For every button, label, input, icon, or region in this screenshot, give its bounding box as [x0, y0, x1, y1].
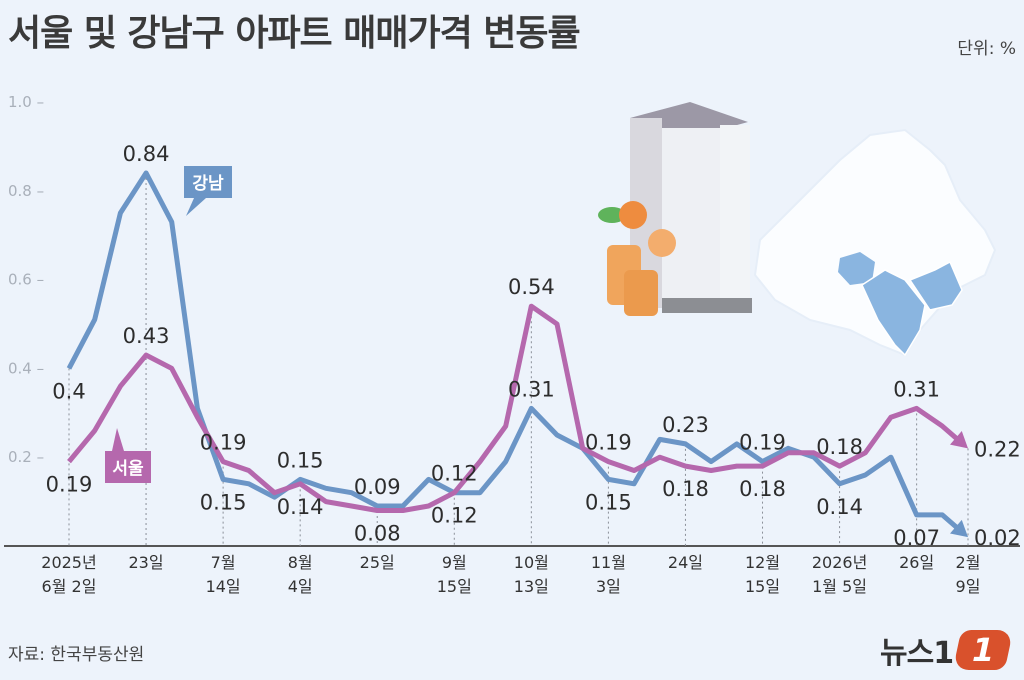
data-label: 0.18 — [816, 435, 863, 459]
y-tick-label: 0.2 – — [8, 448, 44, 466]
x-tick-label: 26일 — [899, 553, 934, 572]
y-tick-label: 1.0 – — [8, 93, 44, 111]
x-tick-label: 6월 2일 — [42, 577, 97, 596]
news1-logo: 뉴스1 1 — [880, 628, 1014, 672]
data-label: 0.19 — [739, 431, 786, 455]
data-label: 0.19 — [585, 431, 632, 455]
x-tick-label: 15일 — [745, 577, 780, 596]
data-label: 0.09 — [354, 475, 401, 499]
x-tick-label: 10월 — [514, 553, 549, 572]
data-label: 0.02 — [974, 526, 1021, 550]
data-label: 0.18 — [662, 477, 709, 501]
x-tick-label: 4일 — [288, 577, 313, 596]
data-label: 0.15 — [585, 490, 632, 514]
y-tick-label: 0.6 – — [8, 271, 44, 289]
x-tick-label: 25일 — [360, 553, 395, 572]
x-tick-label: 13일 — [514, 577, 549, 596]
illustration-coins — [598, 201, 676, 316]
x-tick-label: 11월 — [591, 553, 626, 572]
logo-text: 뉴스1 — [880, 636, 954, 671]
x-tick-label: 2025년 — [41, 553, 96, 572]
data-label: 0.14 — [816, 495, 863, 519]
data-label: 0.18 — [739, 477, 786, 501]
data-label: 0.12 — [431, 504, 478, 528]
y-tick-label: 0.8 – — [8, 182, 44, 200]
x-tick-label: 15일 — [437, 577, 472, 596]
series-arrowhead — [950, 519, 968, 538]
unit-label: 단위: % — [957, 39, 1016, 59]
gangnam-callout: 강남 — [184, 166, 232, 216]
data-label: 0.07 — [893, 526, 940, 550]
data-label: 0.84 — [123, 142, 170, 166]
data-label: 0.15 — [277, 448, 324, 472]
illustration-seoul-map — [753, 128, 997, 357]
x-tick-label: 2026년 — [812, 553, 867, 572]
legend-gangnam: 강남 — [192, 174, 224, 194]
data-label: 0.4 — [52, 379, 85, 403]
data-label: 0.43 — [123, 324, 170, 348]
x-tick-label: 9월 — [442, 553, 467, 572]
series-line-gangnam — [66, 170, 963, 533]
data-label: 0.19 — [200, 431, 247, 455]
data-label: 0.19 — [46, 473, 93, 497]
x-tick-label: 14일 — [206, 577, 241, 596]
data-label: 0.22 — [974, 437, 1021, 461]
data-label: 0.08 — [354, 521, 401, 545]
x-tick-label: 12월 — [745, 553, 780, 572]
data-label: 0.31 — [893, 377, 940, 401]
x-tick-label: 2월 — [956, 553, 981, 572]
series-line-seoul — [67, 303, 963, 513]
x-tick-label: 7월 — [211, 553, 236, 572]
data-label: 0.12 — [431, 462, 478, 486]
series-arrowhead — [950, 431, 968, 449]
data-label: 0.31 — [508, 377, 555, 401]
data-label: 0.23 — [662, 413, 709, 437]
chart-title: 서울 및 강남구 아파트 매매가격 변동률 — [8, 13, 581, 54]
data-label: 0.14 — [277, 495, 324, 519]
illustration-apartment-building — [630, 102, 752, 313]
legend-seoul: 서울 — [112, 459, 144, 479]
source-note: 자료: 한국부동산원 — [8, 645, 145, 665]
x-tick-label: 3일 — [596, 577, 621, 596]
logo-badge: 1 — [952, 630, 1014, 670]
x-tick-label: 8월 — [288, 553, 313, 572]
x-tick-label: 1월 5일 — [812, 577, 867, 596]
y-tick-label: 0.4 – — [8, 359, 44, 377]
data-label: 0.54 — [508, 275, 555, 299]
x-tick-label: 24일 — [668, 553, 703, 572]
data-label: 0.15 — [200, 490, 247, 514]
x-tick-label: 23일 — [129, 553, 164, 572]
seoul-callout: 서울 — [105, 428, 151, 483]
x-tick-label: 9일 — [956, 577, 981, 596]
